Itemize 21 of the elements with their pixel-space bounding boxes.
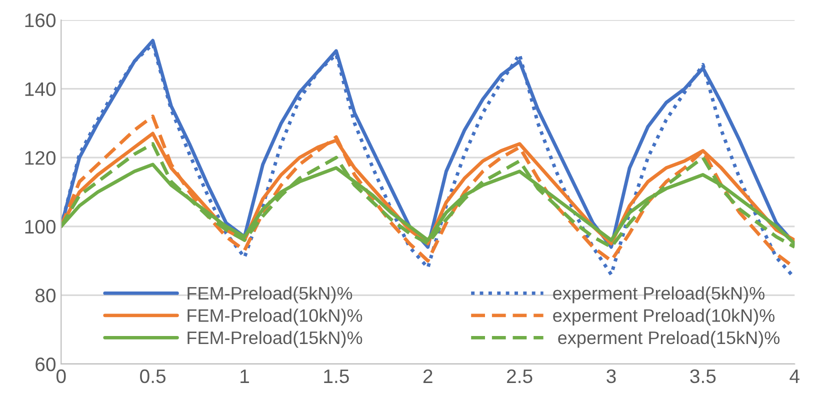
legend-label: experment Preload(5kN)% xyxy=(553,286,764,304)
x-tick-label: 3 xyxy=(606,369,616,384)
legend-label: FEM-Preload(10kN)% xyxy=(188,308,362,326)
x-tick-label: 3.5 xyxy=(690,369,716,384)
y-tick-label: 160 xyxy=(25,13,56,28)
legend-label: FEM-Preload(15kN)% xyxy=(188,330,362,348)
x-tick-label: 0.5 xyxy=(140,369,166,384)
x-tick-label: 1.5 xyxy=(324,370,349,384)
y-tick-label: 140 xyxy=(25,82,56,96)
legend-label: experment Preload(10kN)% xyxy=(553,308,774,326)
x-tick-label: 0 xyxy=(56,369,66,384)
x-tick-label: 2 xyxy=(423,369,432,383)
x-tick-label: 4 xyxy=(790,370,800,383)
legend-label: FEM-Preload(5kN)% xyxy=(188,286,352,304)
y-tick-label: 60 xyxy=(36,357,56,372)
legend-label: experment Preload(15kN)% xyxy=(558,330,780,348)
x-tick-label: 2.5 xyxy=(507,369,532,384)
y-tick-label: 80 xyxy=(35,288,56,302)
y-tick-label: 120 xyxy=(25,151,56,165)
y-tick-label: 100 xyxy=(25,220,56,234)
x-tick-label: 1 xyxy=(240,370,249,383)
